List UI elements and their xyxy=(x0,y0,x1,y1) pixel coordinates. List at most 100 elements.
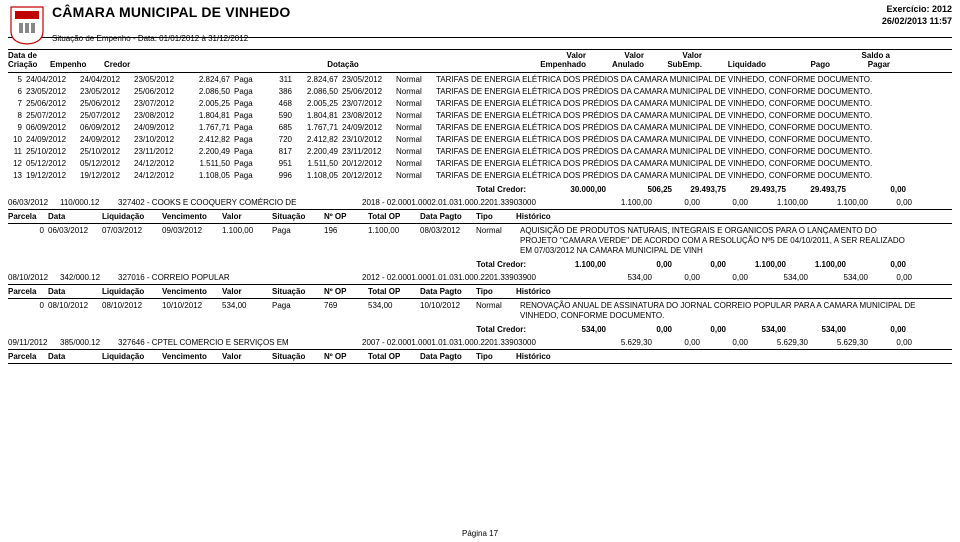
parc1-tot: 1.100,00 xyxy=(368,226,420,256)
parc2-d3: 10/10/2012 xyxy=(162,301,222,321)
row-sit: Paga xyxy=(234,171,264,181)
ph-dp: Data Pagto xyxy=(420,212,476,221)
ph-nop: Nº OP xyxy=(324,212,368,221)
ph3-data: Data xyxy=(48,352,102,361)
parc2-d2: 08/10/2012 xyxy=(102,301,162,321)
row-desc: TARIFAS DE ENERGIA ELÉTRICA DOS PRÉDIOS … xyxy=(432,159,918,169)
ph2-valor: Valor xyxy=(222,287,272,296)
parc1-tp: Normal xyxy=(476,226,516,256)
row-n: 5 xyxy=(8,75,26,85)
total-credor-label-3: Total Credor: xyxy=(8,325,532,334)
row-d1: 24/09/2012 xyxy=(26,135,80,145)
total3-tot: 534,00 xyxy=(532,325,606,334)
ph-parcela: Parcela xyxy=(8,212,48,221)
row-d2: 24/09/2012 xyxy=(80,135,134,145)
emp2-dot: 2012 - 02.0001.0001.01.031.000.2201.3390… xyxy=(362,273,582,282)
row-v1: 1.108,05 xyxy=(188,171,234,181)
total-credor-label-2: Total Credor: xyxy=(8,260,532,269)
row-n: 6 xyxy=(8,87,26,97)
row-desc: TARIFAS DE ENERGIA ELÉTRICA DOS PRÉDIOS … xyxy=(432,87,918,97)
row-v1: 2.412,82 xyxy=(188,135,234,145)
row-n: 9 xyxy=(8,123,26,133)
row-v1: 2.200,49 xyxy=(188,147,234,157)
total1-e: 0,00 xyxy=(846,185,906,194)
ph2-sit: Situação xyxy=(272,287,324,296)
col-pago: Pago xyxy=(768,52,832,70)
row-n: 10 xyxy=(8,135,26,145)
row-nop: 590 xyxy=(264,111,296,121)
ph3-tipo: Tipo xyxy=(476,352,516,361)
row-dp: 25/06/2012 xyxy=(342,87,396,97)
row-tp: Normal xyxy=(396,75,432,85)
total3-a: 0,00 xyxy=(606,325,672,334)
parc2-dp: 10/10/2012 xyxy=(420,301,476,321)
row-d3: 25/06/2012 xyxy=(134,87,188,97)
page-subtitle: Situação de Empenho - Data: 01/01/2012 à… xyxy=(52,34,882,43)
ph-hist: Histórico xyxy=(516,212,916,221)
emp1-e: 0,00 xyxy=(868,198,912,207)
parc2-desc: RENOVAÇÃO ANUAL DE ASSINATURA DO JORNAL … xyxy=(516,301,916,321)
parc2-tp: Normal xyxy=(476,301,516,321)
parc2-tot: 534,00 xyxy=(368,301,420,321)
emp3-v: 5.629,30 xyxy=(582,338,652,347)
row-tot: 2.824,67 xyxy=(296,75,342,85)
row-tp: Normal xyxy=(396,171,432,181)
ph-liq: Liquidação xyxy=(102,212,162,221)
row-d3: 24/12/2012 xyxy=(134,159,188,169)
col-anulado: Valor Anulado xyxy=(588,52,646,70)
row-n: 11 xyxy=(8,147,26,157)
emp2-num: 342/000.12 xyxy=(60,273,118,282)
row-d2: 24/04/2012 xyxy=(80,75,134,85)
row-tp: Normal xyxy=(396,135,432,145)
ph2-parcela: Parcela xyxy=(8,287,48,296)
row-d2: 05/12/2012 xyxy=(80,159,134,169)
row-d2: 19/12/2012 xyxy=(80,171,134,181)
row-d3: 23/08/2012 xyxy=(134,111,188,121)
emp1-dot: 2018 - 02.0001.0002.01.031.000.2201.3390… xyxy=(362,198,582,207)
ph-sit: Situação xyxy=(272,212,324,221)
row-v1: 2.005,25 xyxy=(188,99,234,109)
row-d2: 23/05/2012 xyxy=(80,87,134,97)
row-tp: Normal xyxy=(396,99,432,109)
table-row: 825/07/201225/07/201223/08/20121.804,81P… xyxy=(8,111,952,121)
parc1-dp: 08/03/2012 xyxy=(420,226,476,256)
row-d1: 19/12/2012 xyxy=(26,171,80,181)
parc1-d3: 09/03/2012 xyxy=(162,226,222,256)
table-row: 725/06/201225/06/201223/07/20122.005,25P… xyxy=(8,99,952,109)
emp1-v: 1.100,00 xyxy=(582,198,652,207)
emp2-b: 0,00 xyxy=(700,273,748,282)
row-v1: 1.804,81 xyxy=(188,111,234,121)
ph3-parcela: Parcela xyxy=(8,352,48,361)
row-tot: 1.804,81 xyxy=(296,111,342,121)
row-dp: 23/07/2012 xyxy=(342,99,396,109)
row-sit: Paga xyxy=(234,87,264,97)
emp3-b: 0,00 xyxy=(700,338,748,347)
row-nop: 996 xyxy=(264,171,296,181)
ph-venc: Vencimento xyxy=(162,212,222,221)
total3-e: 0,00 xyxy=(846,325,906,334)
row-d3: 23/05/2012 xyxy=(134,75,188,85)
ph3-venc: Vencimento xyxy=(162,352,222,361)
total-credor-label-1: Total Credor: xyxy=(8,185,532,194)
emp2-d: 534,00 xyxy=(808,273,868,282)
emp3-credor: 327646 - CPTEL COMERCIO E SERVIÇOS EM xyxy=(118,338,362,347)
ph-tipo: Tipo xyxy=(476,212,516,221)
row-sit: Paga xyxy=(234,75,264,85)
row-d3: 24/12/2012 xyxy=(134,171,188,181)
table-row: 623/05/201223/05/201225/06/20122.086,50P… xyxy=(8,87,952,97)
row-sit: Paga xyxy=(234,99,264,109)
page-number: Página 17 xyxy=(0,529,960,538)
col-subemp: Valor SubEmp. xyxy=(646,52,704,70)
row-sit: Paga xyxy=(234,159,264,169)
ph-data: Data xyxy=(48,212,102,221)
row-tp: Normal xyxy=(396,87,432,97)
row-desc: TARIFAS DE ENERGIA ELÉTRICA DOS PRÉDIOS … xyxy=(432,147,918,157)
row-sit: Paga xyxy=(234,123,264,133)
row-v1: 2.086,50 xyxy=(188,87,234,97)
emp1-b: 0,00 xyxy=(700,198,748,207)
row-n: 12 xyxy=(8,159,26,169)
row-tp: Normal xyxy=(396,147,432,157)
emp3-a: 0,00 xyxy=(652,338,700,347)
row-sit: Paga xyxy=(234,135,264,145)
total2-tot: 1.100,00 xyxy=(532,260,606,269)
